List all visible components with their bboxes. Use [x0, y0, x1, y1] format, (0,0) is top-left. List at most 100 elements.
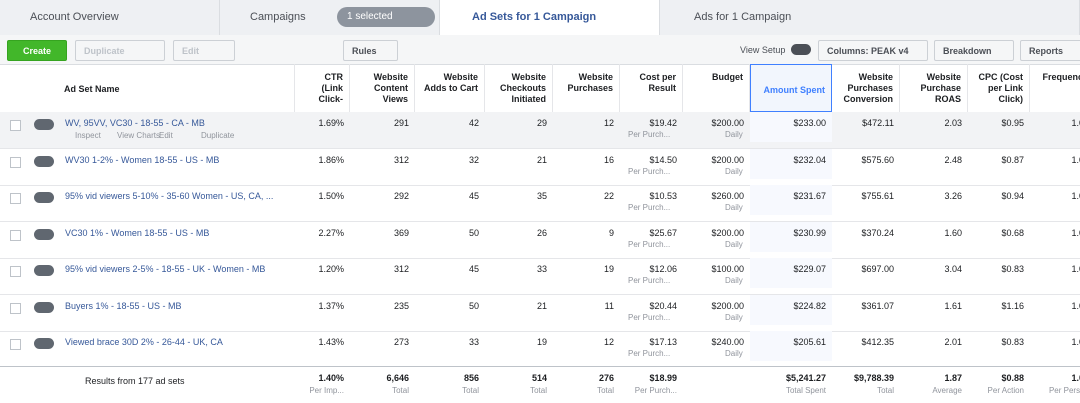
ad-set-name[interactable]: WV, 95VV, VC30 - 18-55 - CA - MB	[65, 118, 205, 128]
cell: 42	[468, 118, 479, 128]
checkbox[interactable]	[10, 120, 21, 131]
checkbox[interactable]	[10, 193, 21, 204]
checkbox[interactable]	[10, 339, 21, 350]
cell: 1.05	[1071, 191, 1080, 201]
column-header[interactable]: Website Adds to Cart	[415, 64, 485, 112]
cell: 1.43%	[318, 337, 344, 347]
ad-set-name[interactable]: 95% vid viewers 5-10% - 35-60 Women - US…	[65, 191, 274, 201]
cell: 19	[603, 264, 614, 274]
cell: $697.00	[861, 264, 894, 274]
edit-button[interactable]: Edit	[173, 40, 235, 61]
row-action[interactable]: Edit	[159, 131, 173, 140]
rules-button[interactable]: Rules	[343, 40, 398, 61]
cell: 1.00	[1071, 227, 1080, 238]
ad-set-name[interactable]: 95% vid viewers 2-5% - 18-55 - UK - Wome…	[65, 264, 266, 274]
cell: 1.50%	[318, 191, 344, 201]
footer-value: 1.06	[1071, 373, 1080, 383]
column-header[interactable]: CTR (Link Click-	[295, 64, 350, 112]
checkbox[interactable]	[10, 156, 21, 168]
columns-button[interactable]: Columns: PEAK v4	[818, 40, 928, 61]
cell: 2.01	[944, 337, 962, 347]
cell: 1.86%	[318, 154, 344, 165]
cell: 2.48	[944, 154, 962, 165]
row-action[interactable]: View Charts	[117, 131, 160, 140]
footer-value: $9,788.39	[853, 373, 894, 383]
cell: 291	[393, 118, 409, 128]
checkbox[interactable]	[10, 266, 21, 277]
footer-value: $18.99	[649, 373, 677, 383]
cell: 1.03	[1071, 337, 1080, 347]
column-header[interactable]: Cost per Result	[620, 64, 683, 112]
duplicate-button[interactable]: Duplicate	[75, 40, 165, 61]
ad-set-name[interactable]: VC30 1% - Women 18-55 - US - MB	[65, 227, 210, 238]
toggle[interactable]	[34, 192, 54, 203]
cell: $224.82	[750, 294, 832, 325]
toggle[interactable]	[34, 119, 54, 130]
cell: $10.53	[649, 191, 677, 201]
footer-note: Per Imp...	[309, 386, 344, 395]
tab[interactable]	[0, 0, 220, 35]
column-header[interactable]: Frequency	[1030, 64, 1080, 112]
footer-label: Results from 177 ad sets	[85, 376, 185, 386]
column-header[interactable]: Ad Set Name	[58, 64, 295, 112]
column-header[interactable]: Budget	[683, 64, 750, 112]
column-header[interactable]: Website Purchases Conversion	[832, 64, 900, 112]
note: Per Purch...	[628, 276, 671, 285]
column-header[interactable]: Website Purchase ROAS	[900, 64, 968, 112]
selected-pill[interactable]: 1 selected	[337, 7, 435, 27]
view-setup: View Setup	[740, 45, 786, 55]
cell: $25.67	[649, 227, 677, 238]
toggle[interactable]	[34, 155, 54, 167]
checkbox[interactable]	[10, 302, 21, 314]
row-action[interactable]: Inspect	[75, 131, 101, 140]
cell: $17.13	[649, 337, 677, 347]
cell: 1.69%	[318, 118, 344, 128]
cell: 32	[468, 154, 479, 165]
cell: $412.35	[861, 337, 894, 347]
table-row	[0, 222, 1080, 259]
cell: $200.00	[711, 227, 744, 238]
note: Per Purch...	[628, 203, 671, 212]
checkbox[interactable]	[10, 229, 21, 241]
reports-button[interactable]: Reports	[1020, 40, 1080, 61]
ad-set-name[interactable]: Buyers 1% - 18-55 - US - MB	[65, 300, 182, 311]
ad-set-name[interactable]: Viewed brace 30D 2% - 26-44 - UK, CA	[65, 337, 223, 347]
note: Daily	[725, 276, 743, 285]
footer-note: Per Person	[1048, 386, 1080, 395]
cell: 11	[604, 300, 614, 311]
cell: $240.00	[711, 337, 744, 347]
tab[interactable]	[440, 0, 660, 35]
column-header[interactable]: Website Content Views	[350, 64, 415, 112]
cell: $12.06	[649, 264, 677, 274]
note: Daily	[725, 130, 743, 139]
table-row	[0, 295, 1080, 332]
breakdown-button[interactable]: Breakdown	[934, 40, 1014, 61]
cell: 1.03	[1071, 118, 1080, 128]
footer-row	[0, 366, 1080, 403]
footer-note: Total	[462, 386, 479, 395]
column-header[interactable]: Website Checkouts Initiated	[485, 64, 553, 112]
toggle[interactable]	[34, 338, 54, 349]
column-header[interactable]: Amount Spent	[750, 64, 832, 112]
footer-note: Total	[597, 386, 614, 395]
note: Per Purch...	[628, 239, 671, 249]
column-header[interactable]: CPC (Cost per Link Click)	[968, 64, 1030, 112]
footer-note: Average	[932, 386, 962, 395]
note: Daily	[725, 166, 743, 176]
cell: 45	[468, 264, 479, 274]
cell: 273	[393, 337, 409, 347]
toggle[interactable]	[34, 228, 54, 240]
toggle[interactable]	[791, 44, 811, 55]
row-action[interactable]: Duplicate	[201, 131, 235, 140]
tab[interactable]	[660, 0, 1080, 35]
table-row	[0, 112, 1080, 149]
create-button[interactable]: Create	[7, 40, 67, 61]
column-header[interactable]: Website Purchases	[553, 64, 620, 112]
cell: 33	[468, 337, 479, 347]
toggle[interactable]	[34, 265, 54, 276]
table-row	[0, 258, 1080, 295]
toggle[interactable]	[34, 301, 54, 313]
cell: $0.83	[1001, 337, 1024, 347]
cell: 12	[603, 337, 614, 347]
ad-set-name[interactable]: WV30 1-2% - Women 18-55 - US - MB	[65, 154, 220, 165]
